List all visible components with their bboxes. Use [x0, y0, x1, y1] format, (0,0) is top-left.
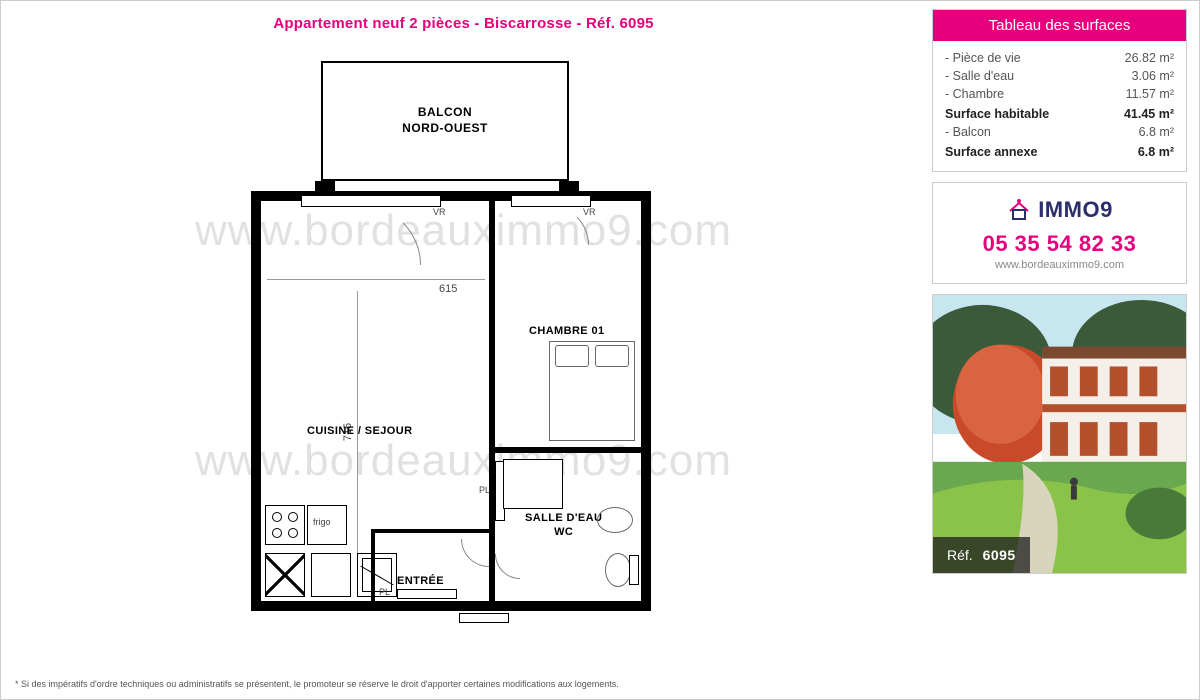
sidebar: Tableau des surfaces - Pièce de vie 26.8…	[926, 1, 1199, 699]
surface-total-label: Surface annexe	[945, 145, 1037, 159]
surface-total-value: 41.45 m²	[1124, 107, 1174, 121]
toilet	[605, 553, 631, 587]
balcony-label: BALCON NORD-OUEST	[402, 105, 488, 136]
surface-value: 26.82 m²	[1125, 51, 1174, 65]
apartment-outline: VR VR 615 715 CUISINE / SEJOUR CHAMBRE 0…	[251, 191, 651, 611]
room-sejour: CUISINE / SEJOUR	[307, 425, 412, 437]
house-icon	[1006, 197, 1032, 223]
window-arc	[509, 205, 589, 285]
surface-row: - Pièce de vie 26.82 m²	[945, 49, 1174, 67]
room-entree: ENTRÉE	[397, 575, 444, 587]
listing-title: Appartement neuf 2 pièces - Biscarrosse …	[1, 1, 926, 36]
surface-value: 3.06 m²	[1132, 69, 1174, 83]
brand-text: IMMO9	[1038, 197, 1113, 223]
surface-value: 11.57 m²	[1126, 87, 1174, 101]
dim-horizontal	[267, 279, 485, 280]
vr-tag-1: VR	[433, 207, 446, 217]
dim-vertical	[357, 291, 358, 591]
balcony: BALCON NORD-OUEST	[321, 61, 569, 181]
wall	[489, 201, 495, 447]
surface-label: - Chambre	[945, 87, 1004, 101]
disclaimer: * Si des impératifs d'ordre techniques o…	[15, 679, 619, 689]
appliance-3	[357, 553, 397, 597]
surfaces-title: Tableau des surfaces	[933, 10, 1186, 41]
property-photo: Réf. 6095	[932, 294, 1187, 574]
pl-tag-1: PL	[379, 587, 390, 597]
wall	[489, 447, 641, 453]
ref-prefix: Réf.	[947, 547, 973, 563]
photo-ref-badge: Réf. 6095	[933, 537, 1030, 573]
website-url[interactable]: www.bordeauximmo9.com	[941, 259, 1178, 271]
window-arc	[301, 205, 421, 325]
surface-label: - Pièce de vie	[945, 51, 1021, 65]
basin	[597, 507, 633, 533]
surfaces-body: - Pièce de vie 26.82 m² - Salle d'eau 3.…	[933, 41, 1186, 171]
ref-number: 6095	[983, 547, 1016, 563]
surface-label: - Salle d'eau	[945, 69, 1014, 83]
room-bath: SALLE D'EAU WC	[525, 511, 602, 540]
pillow	[595, 345, 629, 367]
surface-total-label: Surface habitable	[945, 107, 1049, 121]
toilet-tank	[629, 555, 639, 585]
entry-step	[459, 613, 509, 623]
dim-width: 615	[439, 283, 457, 295]
appliance-2	[311, 553, 351, 597]
brand: IMMO9	[941, 197, 1178, 223]
hob	[265, 505, 305, 545]
floorplan-panel: Appartement neuf 2 pièces - Biscarrosse …	[1, 1, 926, 699]
photo-illustration	[933, 295, 1186, 573]
frigo-label: frigo	[313, 517, 331, 527]
pl-tag-2: PL	[479, 485, 490, 495]
surface-row: - Salle d'eau 3.06 m²	[945, 67, 1174, 85]
pillow	[555, 345, 589, 367]
page-frame: Appartement neuf 2 pièces - Biscarrosse …	[0, 0, 1200, 700]
appliance-1	[265, 553, 305, 597]
vr-tag-2: VR	[583, 207, 596, 217]
phone-number[interactable]: 05 35 54 82 33	[941, 231, 1178, 257]
room-chambre: CHAMBRE 01	[529, 325, 605, 337]
shower	[503, 459, 563, 509]
surface-label: - Balcon	[945, 125, 991, 139]
floorplan: BALCON NORD-OUEST VR VR	[241, 61, 671, 621]
surface-total-value: 6.8 m²	[1138, 145, 1174, 159]
surface-value: 6.8 m²	[1139, 125, 1174, 139]
surface-row: - Balcon 6.8 m²	[945, 123, 1174, 141]
closet-pl-1	[397, 589, 457, 599]
wall	[371, 529, 495, 533]
surfaces-panel: Tableau des surfaces - Pièce de vie 26.8…	[932, 9, 1187, 172]
surface-total: Surface habitable 41.45 m²	[945, 103, 1174, 123]
surface-total: Surface annexe 6.8 m²	[945, 141, 1174, 161]
contact-panel: IMMO9 05 35 54 82 33 www.bordeauximmo9.c…	[932, 182, 1187, 284]
surface-row: - Chambre 11.57 m²	[945, 85, 1174, 103]
entry-door	[461, 601, 507, 611]
